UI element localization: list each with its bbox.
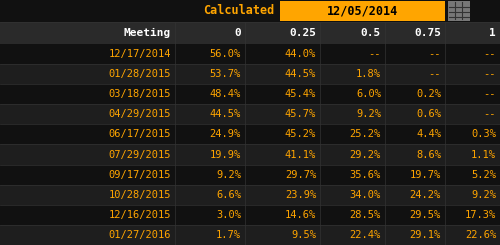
Text: --: -- — [428, 69, 441, 79]
Text: 19.7%: 19.7% — [410, 170, 441, 180]
Text: 01/28/2015: 01/28/2015 — [108, 69, 171, 79]
Text: 0: 0 — [234, 28, 241, 38]
Text: 56.0%: 56.0% — [210, 49, 241, 59]
Text: 24.9%: 24.9% — [210, 129, 241, 139]
Text: 5.2%: 5.2% — [471, 170, 496, 180]
Text: 29.1%: 29.1% — [410, 230, 441, 240]
Text: 29.2%: 29.2% — [350, 149, 381, 159]
Text: --: -- — [484, 69, 496, 79]
Text: 45.4%: 45.4% — [285, 89, 316, 99]
Text: 4.4%: 4.4% — [416, 129, 441, 139]
Text: 0.6%: 0.6% — [416, 109, 441, 119]
Text: 53.7%: 53.7% — [210, 69, 241, 79]
Text: 03/18/2015: 03/18/2015 — [108, 89, 171, 99]
Text: 1.1%: 1.1% — [471, 149, 496, 159]
Text: Calculated: Calculated — [203, 4, 274, 17]
Text: 10/28/2015: 10/28/2015 — [108, 190, 171, 200]
Text: 9.5%: 9.5% — [291, 230, 316, 240]
Text: 09/17/2015: 09/17/2015 — [108, 170, 171, 180]
Text: 29.5%: 29.5% — [410, 210, 441, 220]
Text: 0.2%: 0.2% — [416, 89, 441, 99]
Text: 12/05/2014: 12/05/2014 — [327, 4, 398, 17]
Bar — [0, 64, 500, 84]
Text: 6.0%: 6.0% — [356, 89, 381, 99]
Bar — [0, 44, 500, 64]
Bar — [280, 1, 445, 21]
Text: 07/29/2015: 07/29/2015 — [108, 149, 171, 159]
Text: 22.6%: 22.6% — [465, 230, 496, 240]
Text: 44.0%: 44.0% — [285, 49, 316, 59]
Text: --: -- — [484, 89, 496, 99]
Text: 45.7%: 45.7% — [285, 109, 316, 119]
Text: 44.5%: 44.5% — [285, 69, 316, 79]
Bar — [0, 104, 500, 124]
Text: 9.2%: 9.2% — [216, 170, 241, 180]
Text: 44.5%: 44.5% — [210, 109, 241, 119]
Bar — [0, 84, 500, 104]
Bar — [448, 1, 470, 21]
Text: --: -- — [428, 49, 441, 59]
Text: 41.1%: 41.1% — [285, 149, 316, 159]
Text: 29.7%: 29.7% — [285, 170, 316, 180]
Text: 0.5: 0.5 — [361, 28, 381, 38]
Text: 0.25: 0.25 — [289, 28, 316, 38]
Text: 1.7%: 1.7% — [216, 230, 241, 240]
Text: --: -- — [484, 109, 496, 119]
Text: 1.8%: 1.8% — [356, 69, 381, 79]
Text: 1: 1 — [489, 28, 496, 38]
Text: 25.2%: 25.2% — [350, 129, 381, 139]
Text: 17.3%: 17.3% — [465, 210, 496, 220]
Text: 0.3%: 0.3% — [471, 129, 496, 139]
Text: 9.2%: 9.2% — [356, 109, 381, 119]
Bar — [0, 225, 500, 245]
Bar — [0, 22, 500, 44]
Bar — [0, 0, 500, 22]
Text: 12/16/2015: 12/16/2015 — [108, 210, 171, 220]
Text: 35.6%: 35.6% — [350, 170, 381, 180]
Text: 34.0%: 34.0% — [350, 190, 381, 200]
Text: 6.6%: 6.6% — [216, 190, 241, 200]
Text: 8.6%: 8.6% — [416, 149, 441, 159]
Text: 28.5%: 28.5% — [350, 210, 381, 220]
Text: 23.9%: 23.9% — [285, 190, 316, 200]
Text: --: -- — [368, 49, 381, 59]
Text: 45.2%: 45.2% — [285, 129, 316, 139]
Text: 48.4%: 48.4% — [210, 89, 241, 99]
Text: 24.2%: 24.2% — [410, 190, 441, 200]
Text: 01/27/2016: 01/27/2016 — [108, 230, 171, 240]
Text: Meeting: Meeting — [124, 28, 171, 38]
Bar — [0, 185, 500, 205]
Bar — [0, 205, 500, 225]
Text: 12/17/2014: 12/17/2014 — [108, 49, 171, 59]
Text: 0.75: 0.75 — [414, 28, 441, 38]
Text: 9.2%: 9.2% — [471, 190, 496, 200]
Text: 3.0%: 3.0% — [216, 210, 241, 220]
Text: 22.4%: 22.4% — [350, 230, 381, 240]
Text: 19.9%: 19.9% — [210, 149, 241, 159]
Text: --: -- — [484, 49, 496, 59]
Bar — [0, 165, 500, 185]
Bar — [0, 145, 500, 165]
Text: 04/29/2015: 04/29/2015 — [108, 109, 171, 119]
Text: 14.6%: 14.6% — [285, 210, 316, 220]
Bar — [0, 124, 500, 145]
Text: 06/17/2015: 06/17/2015 — [108, 129, 171, 139]
